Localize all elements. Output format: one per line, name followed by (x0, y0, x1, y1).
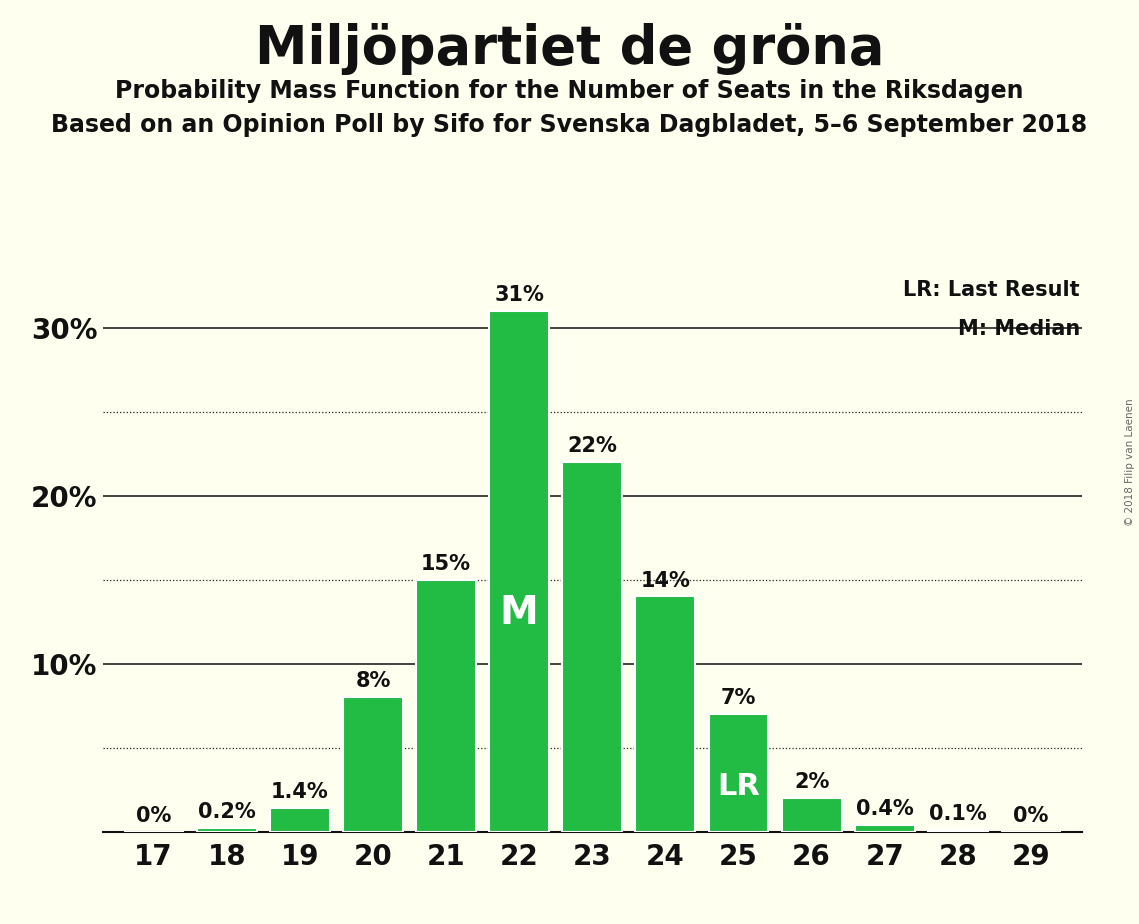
Text: 1.4%: 1.4% (271, 783, 329, 802)
Text: 15%: 15% (421, 553, 472, 574)
Bar (563, 462, 622, 832)
Bar (636, 596, 695, 832)
Text: 0%: 0% (136, 806, 171, 826)
Text: 0.1%: 0.1% (929, 804, 986, 824)
Text: 0.2%: 0.2% (198, 802, 255, 822)
Bar (270, 808, 330, 832)
Text: Miljöpartiet de gröna: Miljöpartiet de gröna (255, 23, 884, 75)
Text: 7%: 7% (721, 688, 756, 708)
Text: 14%: 14% (640, 570, 690, 590)
Text: LR: Last Result: LR: Last Result (903, 280, 1080, 300)
Text: 8%: 8% (355, 672, 391, 691)
Bar (343, 698, 403, 832)
Bar (928, 830, 988, 832)
Text: 22%: 22% (567, 436, 617, 456)
Text: 31%: 31% (494, 285, 544, 305)
Bar (708, 714, 769, 832)
Text: LR: LR (718, 772, 760, 801)
Bar (416, 579, 476, 832)
Text: 0%: 0% (1014, 806, 1049, 826)
Bar (854, 825, 915, 832)
Text: 2%: 2% (794, 772, 829, 792)
Text: M: M (500, 594, 539, 632)
Bar (197, 828, 256, 832)
Text: 0.4%: 0.4% (855, 799, 913, 819)
Bar (490, 310, 549, 832)
Text: Based on an Opinion Poll by Sifo for Svenska Dagbladet, 5–6 September 2018: Based on an Opinion Poll by Sifo for Sve… (51, 113, 1088, 137)
Bar (781, 798, 842, 832)
Text: Probability Mass Function for the Number of Seats in the Riksdagen: Probability Mass Function for the Number… (115, 79, 1024, 103)
Text: M: Median: M: Median (958, 319, 1080, 339)
Text: © 2018 Filip van Laenen: © 2018 Filip van Laenen (1125, 398, 1134, 526)
